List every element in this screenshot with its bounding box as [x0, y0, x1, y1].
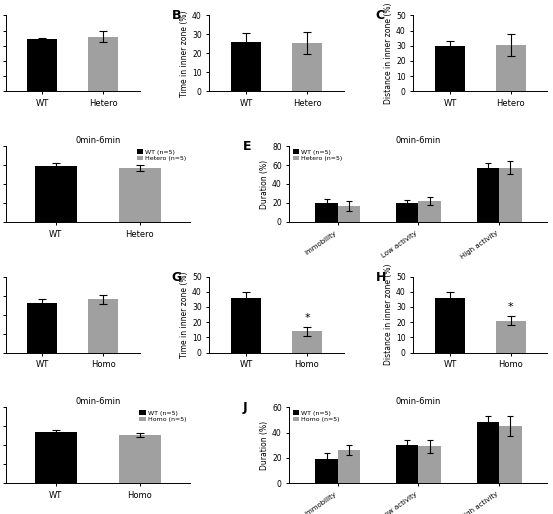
Text: *: * — [508, 302, 514, 313]
Bar — [88, 36, 118, 91]
Y-axis label: Time in inner zone (%): Time in inner zone (%) — [180, 10, 189, 97]
Bar — [495, 321, 526, 353]
Y-axis label: Distance in inner zone (%): Distance in inner zone (%) — [384, 3, 393, 104]
Bar — [231, 42, 261, 91]
Y-axis label: Time in inner zone (%): Time in inner zone (%) — [180, 271, 189, 358]
Bar — [477, 423, 499, 483]
Bar — [231, 298, 261, 353]
Bar — [27, 39, 58, 91]
Legend: WT (n=5), Hetero (n=5): WT (n=5), Hetero (n=5) — [293, 149, 342, 161]
Bar — [292, 332, 322, 353]
Title: 0min-6min: 0min-6min — [396, 397, 441, 407]
Text: C: C — [376, 9, 385, 22]
Bar — [495, 45, 526, 91]
Bar — [396, 445, 419, 483]
Bar — [27, 303, 58, 353]
Y-axis label: Distance in inner zone (%): Distance in inner zone (%) — [384, 264, 393, 365]
Bar — [338, 450, 361, 483]
Legend: WT (n=5), Hetero (n=5): WT (n=5), Hetero (n=5) — [137, 149, 187, 161]
Bar — [338, 206, 361, 222]
Bar — [499, 426, 521, 483]
Bar — [35, 432, 77, 483]
Bar — [477, 168, 499, 222]
Title: 0min-6min: 0min-6min — [396, 136, 441, 145]
Bar — [419, 201, 441, 222]
Bar — [315, 459, 338, 483]
Bar — [292, 43, 322, 91]
Bar — [315, 203, 338, 222]
Bar — [88, 299, 118, 353]
Title: 0min-6min: 0min-6min — [75, 397, 121, 407]
Bar — [119, 168, 160, 222]
Bar — [499, 168, 521, 222]
Bar — [35, 166, 77, 222]
Text: G: G — [172, 270, 182, 284]
Y-axis label: Duration (%): Duration (%) — [260, 420, 269, 470]
Bar — [396, 203, 419, 222]
Title: 0min-6min: 0min-6min — [75, 136, 121, 145]
Bar — [119, 435, 160, 483]
Bar — [435, 46, 465, 91]
Bar — [419, 447, 441, 483]
Text: H: H — [376, 270, 386, 284]
Bar — [435, 298, 465, 353]
Legend: WT (n=5), Homo (n=5): WT (n=5), Homo (n=5) — [139, 410, 187, 423]
Text: *: * — [304, 313, 310, 323]
Text: J: J — [243, 401, 248, 414]
Y-axis label: Duration (%): Duration (%) — [260, 159, 269, 209]
Text: B: B — [172, 9, 181, 22]
Text: E: E — [243, 140, 252, 153]
Legend: WT (n=5), Homo (n=5): WT (n=5), Homo (n=5) — [293, 410, 340, 423]
